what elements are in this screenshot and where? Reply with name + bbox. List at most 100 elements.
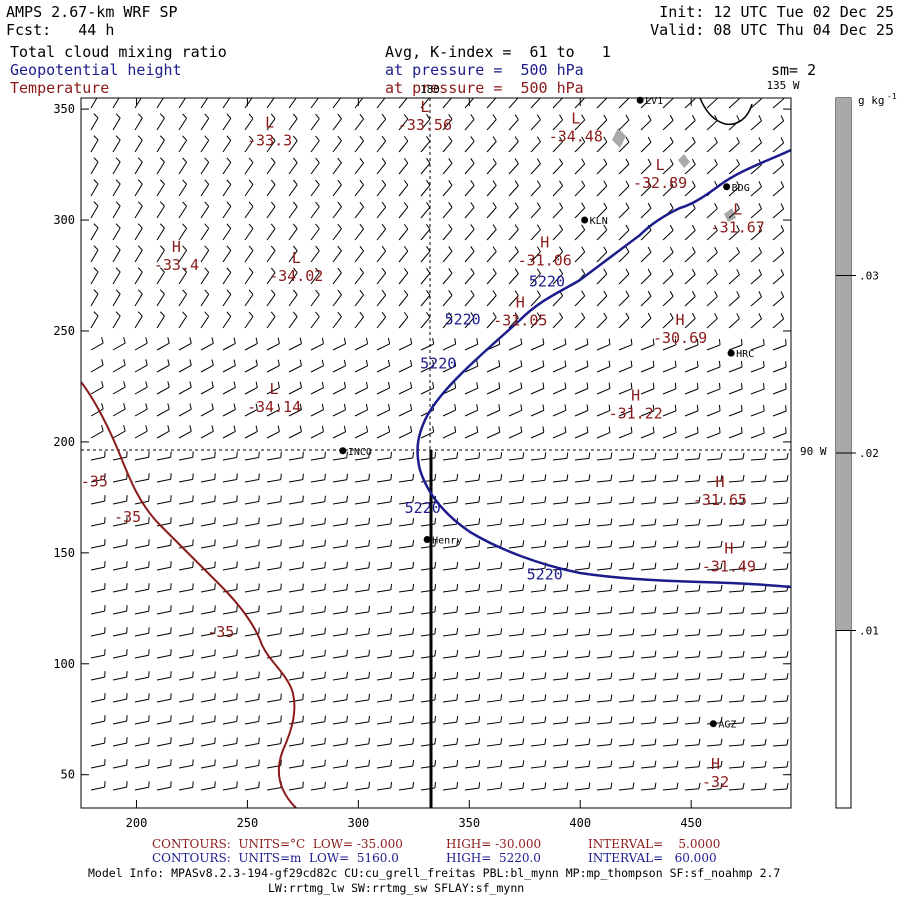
height-contour-high: HIGH= 5220.0 (446, 851, 541, 865)
extremum-value: -33.3 (247, 132, 292, 150)
field-temperature: Temperature (10, 79, 110, 97)
y-tick-label: 150 (53, 546, 75, 560)
station-label: HRC (736, 349, 754, 360)
extremum-type: L (292, 249, 301, 267)
extremum-type: H (676, 311, 685, 329)
plot-frame (80, 97, 792, 809)
valid-time: Valid: 08 UTC Thu 04 Dec 25 (650, 21, 894, 39)
extremum-value: -33.4 (154, 256, 199, 274)
extremum-type: L (571, 109, 580, 127)
pressure-level-1: at pressure = 500 hPa (385, 61, 584, 79)
extremum-type: H (172, 238, 181, 256)
colorbar-tick-label: .01 (859, 625, 879, 638)
extremum-type: L (656, 156, 665, 174)
lon-label-90w: 90 W (800, 445, 827, 458)
station-label: LV1 (645, 96, 663, 107)
smoothing: sm= 2 (771, 61, 817, 79)
x-tick-label: 450 (680, 816, 702, 830)
temp-contour-high: HIGH= -30.000 (446, 837, 542, 851)
x-tick-label: 300 (348, 816, 370, 830)
x-tick-label: 250 (237, 816, 259, 830)
height-contour-5220 (416, 148, 791, 589)
extremum-type: L (420, 98, 429, 116)
extremum-type: H (724, 540, 733, 558)
model-info: Model Info: MPASv8.2.3-194-gf29cd82c CU:… (88, 866, 781, 880)
wind-barbs (90, 98, 789, 791)
station-dot (723, 183, 731, 191)
pressure-level-2: at pressure = 500 hPa (385, 79, 584, 97)
station-label: AGZ (718, 720, 736, 731)
colorbar-tick-label: .02 (859, 447, 879, 460)
extremum-value: -34.02 (269, 267, 323, 285)
extremum-type: L (265, 114, 274, 132)
coastline (699, 98, 753, 126)
model-info-2: LW:rrtmg_lw SW:rrtmg_sw SFLAY:sf_mynn (268, 881, 525, 895)
temp-contour-interval: INTERVAL= 5.0000 (588, 837, 721, 851)
field-cloud-mixing: Total cloud mixing ratio (10, 43, 227, 61)
colorbar-unit: g kg (858, 94, 885, 107)
extremum-value: -31.06 (518, 252, 572, 270)
height-contour-interval: INTERVAL= 60.000 (588, 851, 717, 865)
station-dot (339, 447, 347, 455)
extremum-value: -31.05 (493, 311, 547, 329)
y-tick-label: 250 (53, 324, 75, 338)
extremum-value: -33.56 (398, 116, 452, 134)
temp-contour-label: -35 (81, 472, 108, 490)
x-tick-label: 200 (126, 816, 148, 830)
cloud-mixing-shading (612, 128, 736, 222)
station-dot (423, 536, 431, 544)
extremum-type: H (715, 473, 724, 491)
y-tick-label: 50 (61, 768, 75, 782)
height-contour-label: 5220 (529, 273, 565, 291)
extremum-value: -32 (702, 773, 729, 791)
x-tick-label: 400 (569, 816, 591, 830)
extremum-value: -32.89 (633, 174, 687, 192)
station-dot (581, 216, 589, 224)
axis-ticks (81, 98, 791, 808)
temp-contour-label: -35 (114, 508, 141, 526)
height-contour-label: 5220 (405, 499, 441, 517)
extremum-value: -34.48 (549, 127, 603, 145)
y-tick-label: 200 (53, 435, 75, 449)
x-tick-label: 350 (458, 816, 480, 830)
temp-contour-label: -35 (207, 623, 234, 641)
lon-label-135w: 135 W (766, 79, 799, 92)
station-dot (727, 349, 735, 357)
temp-contour-info: CONTOURS: UNITS=°C LOW= -35.000 (152, 837, 403, 851)
height-contour-info: CONTOURS: UNITS=m LOW= 5160.0 (152, 851, 399, 865)
lon-label-180: 180 (420, 83, 440, 96)
forecast-hour: Fcst: 44 h (6, 21, 115, 39)
extremum-value: -31.67 (711, 218, 765, 236)
extremum-value: -31.65 (693, 491, 747, 509)
extremum-value: -34.14 (247, 398, 301, 416)
colorbar-tick-label: .03 (859, 270, 879, 283)
station-label: KLN (590, 216, 608, 227)
extremum-type: L (733, 200, 742, 218)
temp-contour-minus35 (81, 381, 297, 808)
colorbar-unit-exponent: -1 (887, 92, 897, 101)
init-time: Init: 12 UTC Tue 02 Dec 25 (659, 3, 894, 21)
height-contour-label: 5220 (420, 355, 456, 373)
station-label: INCO (348, 447, 372, 458)
extremum-value: -30.69 (653, 329, 707, 347)
model-title: AMPS 2.67-km WRF SP (6, 3, 178, 21)
y-tick-label: 350 (53, 102, 75, 116)
station-label: BDG (732, 183, 750, 194)
y-tick-label: 100 (53, 657, 75, 671)
extremum-value: -31.22 (609, 405, 663, 423)
extremum-type: H (711, 755, 720, 773)
extremum-type: H (631, 387, 640, 405)
height-contour-label: 5220 (445, 310, 481, 328)
extremum-value: -31.49 (702, 558, 756, 576)
station-dot (709, 720, 717, 728)
extremum-type: L (270, 380, 279, 398)
colorbar-shade (836, 98, 851, 631)
colorbar: .03 .02 .01 g kg -1 (835, 92, 897, 809)
k-index-avg: Avg, K-index = 61 to 1 (385, 43, 611, 61)
y-tick-label: 300 (53, 213, 75, 227)
station-dot (636, 96, 644, 104)
field-geopotential: Geopotential height (10, 61, 182, 79)
height-contour-label: 5220 (527, 565, 563, 583)
extremum-type: H (540, 234, 549, 252)
